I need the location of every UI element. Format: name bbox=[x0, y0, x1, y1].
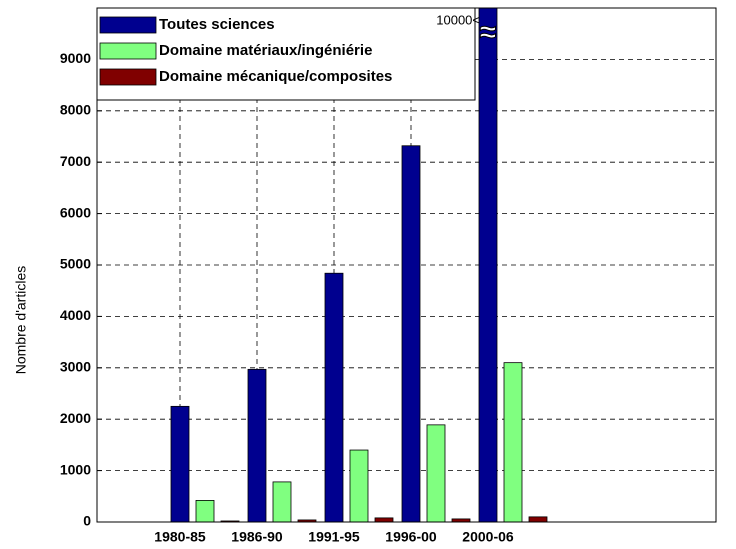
bar bbox=[170, 405, 190, 522]
bar bbox=[374, 517, 394, 522]
bar bbox=[272, 481, 292, 522]
legend-label: Domaine mécanique/composites bbox=[159, 68, 392, 85]
y-tick-label: 6000 bbox=[60, 204, 91, 220]
bar bbox=[503, 362, 523, 522]
y-tick-label: 2000 bbox=[60, 410, 91, 426]
y-tick-label: 8000 bbox=[60, 102, 91, 118]
x-tick-label: 1996-00 bbox=[385, 529, 437, 545]
bar bbox=[195, 500, 215, 522]
y-tick-label: 7000 bbox=[60, 153, 91, 169]
legend-label: Toutes sciences bbox=[159, 16, 275, 33]
annotation: 10000< bbox=[436, 12, 480, 27]
legend bbox=[96, 7, 476, 101]
y-axis-label: Nombre d'articles bbox=[13, 266, 29, 375]
x-tick-label: 1991-95 bbox=[308, 529, 360, 545]
y-tick-label: 9000 bbox=[60, 50, 91, 66]
bar bbox=[324, 272, 344, 522]
y-tick-label: 1000 bbox=[60, 461, 91, 477]
bar bbox=[349, 449, 369, 522]
annotation: ≈ bbox=[480, 16, 496, 49]
bar bbox=[401, 145, 421, 522]
legend-label: Domaine matériaux/ingéniérie bbox=[159, 42, 372, 59]
y-tick-label: 3000 bbox=[60, 359, 91, 375]
x-tick-label: 1980-85 bbox=[154, 529, 206, 545]
legend-swatch bbox=[99, 42, 157, 60]
bar bbox=[528, 516, 548, 522]
legend-swatch bbox=[99, 16, 157, 34]
x-tick-label: 1986-90 bbox=[231, 529, 283, 545]
y-tick-label: 4000 bbox=[60, 307, 91, 323]
bar bbox=[247, 368, 267, 522]
bar bbox=[451, 518, 471, 522]
x-tick-label: 2000-06 bbox=[462, 529, 514, 545]
bar bbox=[478, 8, 498, 522]
bar bbox=[426, 424, 446, 522]
y-tick-label: 5000 bbox=[60, 256, 91, 272]
y-tick-label: 0 bbox=[83, 513, 91, 529]
legend-swatch bbox=[99, 68, 157, 86]
